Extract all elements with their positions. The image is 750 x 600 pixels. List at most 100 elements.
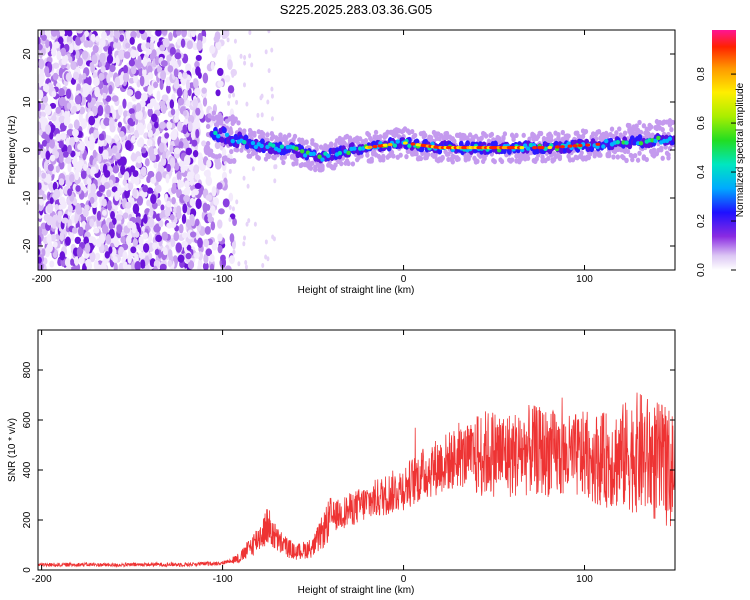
noise-speck bbox=[215, 40, 222, 51]
noise-speck bbox=[129, 126, 135, 133]
x-tick-label: -100 bbox=[213, 274, 233, 285]
noise-speck bbox=[161, 94, 169, 102]
ridge-cell-strong bbox=[302, 153, 308, 158]
noise-speck bbox=[75, 36, 82, 46]
noise-speck bbox=[49, 197, 54, 205]
ridge-halo bbox=[444, 130, 450, 137]
noise-speck bbox=[74, 94, 82, 105]
noise-speck bbox=[70, 150, 76, 158]
noise-speck bbox=[61, 217, 69, 224]
snr-border bbox=[37, 329, 676, 571]
noise-cloud bbox=[38, 30, 278, 270]
noise-speck bbox=[128, 108, 135, 115]
noise-speck bbox=[138, 244, 145, 251]
noise-speck bbox=[106, 73, 111, 84]
noise-speck bbox=[153, 161, 158, 169]
noise-speck bbox=[109, 64, 116, 73]
noise-speck bbox=[67, 162, 72, 173]
ridge-cell-strong bbox=[224, 132, 230, 137]
noise-speck bbox=[160, 60, 168, 67]
noise-speck bbox=[41, 139, 48, 147]
ridge-halo bbox=[339, 161, 344, 167]
noise-speck bbox=[232, 218, 237, 227]
noise-speck bbox=[119, 131, 125, 138]
noise-speck bbox=[153, 81, 159, 89]
ridge-halo bbox=[641, 123, 647, 129]
ridge-halo bbox=[281, 159, 286, 166]
noise-speck bbox=[85, 258, 92, 268]
noise-speck bbox=[128, 77, 135, 84]
noise-speck bbox=[130, 64, 137, 75]
noise-speck bbox=[58, 30, 66, 37]
noise-speck bbox=[123, 171, 130, 181]
ridge-halo bbox=[313, 167, 318, 173]
noise-speck bbox=[181, 137, 188, 149]
ridge-halo bbox=[236, 120, 241, 126]
noise-speck bbox=[116, 224, 123, 234]
noise-speck bbox=[131, 152, 136, 162]
noise-speck bbox=[42, 95, 49, 103]
ridge-cell-peak bbox=[554, 145, 560, 149]
noise-speck bbox=[97, 153, 102, 163]
ridge-halo bbox=[521, 132, 526, 138]
noise-speck bbox=[150, 194, 157, 205]
ridge-halo bbox=[452, 138, 457, 144]
noise-speck bbox=[159, 79, 164, 91]
noise-speck bbox=[251, 166, 255, 172]
ridge-cell-strong bbox=[294, 146, 299, 151]
noise-speck bbox=[185, 63, 192, 73]
ridge-cell bbox=[465, 140, 471, 147]
noise-speck bbox=[177, 71, 183, 80]
noise-speck bbox=[39, 68, 45, 75]
noise-speck bbox=[126, 220, 134, 229]
ridge-halo bbox=[660, 127, 665, 133]
noise-speck bbox=[68, 56, 73, 63]
noise-speck bbox=[66, 102, 72, 110]
noise-speck bbox=[243, 60, 247, 66]
noise-speck bbox=[74, 214, 79, 224]
noise-speck bbox=[112, 256, 118, 263]
noise-speck bbox=[183, 154, 191, 166]
noise-speck bbox=[149, 52, 156, 61]
noise-speck bbox=[56, 50, 62, 61]
ridge-cell-strong bbox=[320, 157, 325, 162]
noise-speck bbox=[125, 235, 132, 246]
noise-speck bbox=[58, 196, 66, 205]
ridge-halo bbox=[632, 153, 638, 159]
noise-speck bbox=[201, 140, 207, 147]
noise-speck bbox=[228, 216, 232, 222]
noise-speck bbox=[125, 42, 131, 49]
noise-speck bbox=[133, 231, 140, 238]
noise-speck bbox=[155, 184, 162, 193]
noise-speck bbox=[182, 71, 188, 79]
noise-speck bbox=[58, 160, 65, 170]
noise-speck bbox=[117, 184, 122, 196]
noise-speck bbox=[88, 236, 96, 244]
ridge-halo bbox=[381, 153, 386, 159]
noise-speck bbox=[134, 90, 142, 100]
noise-speck bbox=[93, 259, 99, 270]
noise-speck bbox=[92, 149, 97, 159]
noise-speck bbox=[244, 260, 248, 266]
noise-speck bbox=[142, 232, 149, 240]
noise-speck bbox=[52, 72, 59, 81]
ridge-cell bbox=[501, 147, 507, 155]
noise-speck bbox=[105, 234, 112, 245]
noise-speck bbox=[173, 68, 179, 78]
noise-speck bbox=[152, 242, 158, 250]
noise-speck bbox=[147, 108, 153, 118]
noise-speck bbox=[243, 54, 247, 60]
ridge-cell-strong bbox=[522, 143, 528, 148]
noise-speck bbox=[149, 153, 157, 162]
noise-speck bbox=[195, 107, 201, 116]
noise-speck bbox=[44, 104, 52, 116]
noise-speck bbox=[38, 166, 42, 178]
noise-speck bbox=[59, 154, 64, 164]
spectrogram-x-axis: -200 -100 0 100 bbox=[32, 30, 593, 285]
noise-speck bbox=[65, 88, 72, 99]
noise-speck bbox=[45, 39, 50, 49]
noise-speck bbox=[204, 225, 211, 235]
noise-speck bbox=[64, 257, 71, 267]
noise-speck bbox=[77, 57, 84, 67]
ridge-cell-strong bbox=[392, 143, 398, 148]
